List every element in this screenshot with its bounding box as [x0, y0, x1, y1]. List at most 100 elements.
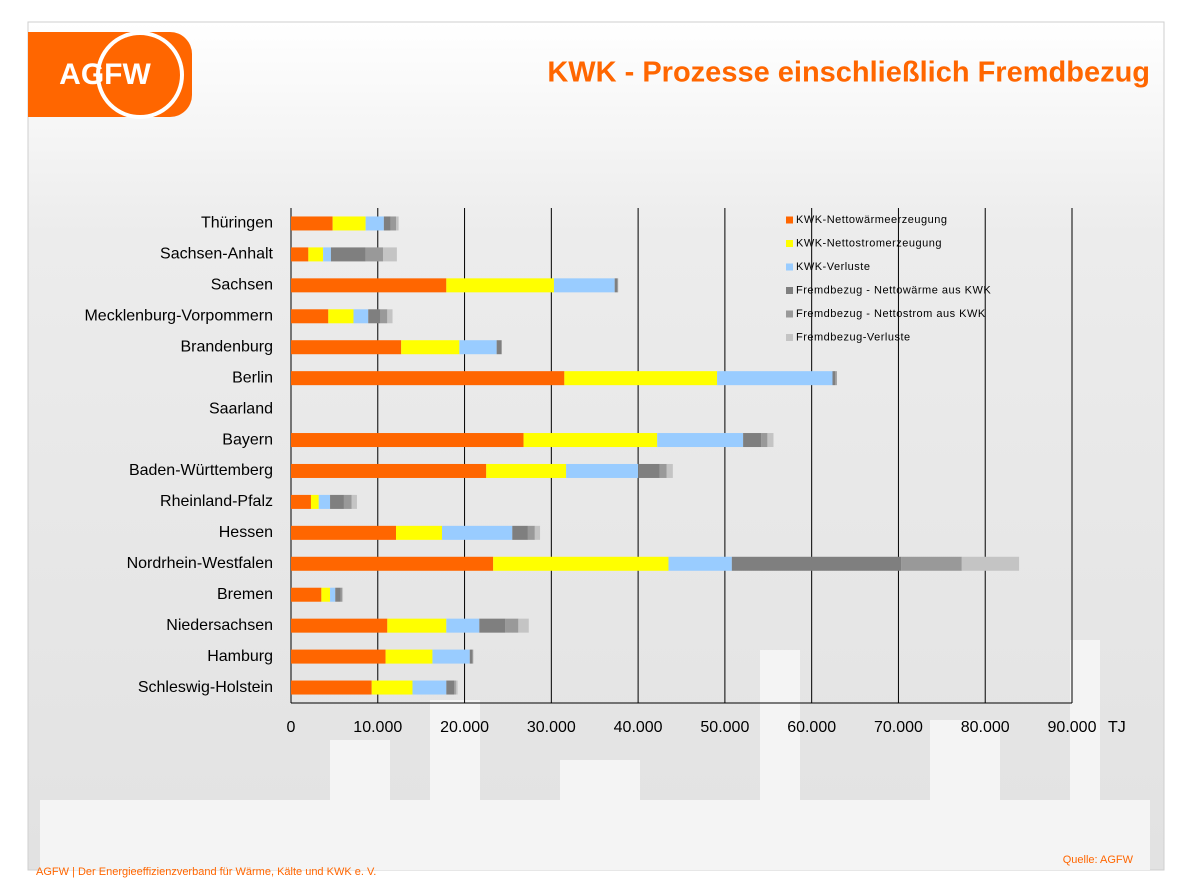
bar-segment	[291, 463, 487, 478]
bar-segment	[291, 680, 372, 695]
y-tick-label: Hessen	[219, 524, 273, 541]
x-tick-label: 50.000	[700, 719, 749, 736]
bar-segment	[446, 618, 480, 633]
legend-label: Fremdbezug - Nettostrom aus KWK	[796, 308, 986, 320]
bar-segment	[432, 649, 470, 664]
bar-segment	[291, 618, 388, 633]
bar-segment	[441, 525, 513, 540]
bar-segment	[385, 649, 433, 664]
bar-segment	[343, 494, 352, 509]
bar-segment	[527, 525, 535, 540]
bar-segment	[512, 525, 528, 540]
bar-segment	[365, 247, 383, 262]
y-tick-label: Baden-Württemberg	[129, 462, 273, 479]
bar-segment	[291, 371, 565, 386]
bar-segment	[291, 278, 447, 293]
bar-segment	[291, 309, 329, 324]
bar-segment	[767, 433, 774, 448]
bar-segment	[731, 556, 902, 571]
bar-segment	[493, 556, 669, 571]
bar-segment	[308, 247, 324, 262]
bar-segment	[291, 649, 386, 664]
legend-swatch	[786, 216, 793, 224]
logo-ring	[96, 31, 184, 119]
bar-segment	[743, 433, 762, 448]
y-tick-label: Niedersachsen	[166, 617, 273, 634]
y-tick-label: Bayern	[222, 431, 273, 448]
x-tick-label: 40.000	[614, 719, 663, 736]
bar-segment	[291, 247, 309, 262]
footer: AGFW | Der Energieeffizienzverband für W…	[36, 866, 376, 878]
y-tick-label: Hamburg	[207, 648, 273, 665]
y-tick-label: Brandenburg	[180, 338, 273, 355]
y-tick-label: Bremen	[217, 586, 273, 603]
x-unit: TJ	[1108, 719, 1126, 736]
bar-segment	[638, 463, 660, 478]
x-tick-label: 10.000	[353, 719, 402, 736]
bar-segment	[323, 247, 331, 262]
bar-segment	[566, 463, 639, 478]
title: KWK - Prozesse einschließlich Fremdbezug	[547, 57, 1150, 89]
bar-segment	[318, 494, 331, 509]
legend-label: Fremdbezug - Nettowärme aus KWK	[796, 284, 991, 296]
y-tick-label: Mecklenburg-Vorpommern	[84, 308, 273, 325]
bar-segment	[469, 649, 473, 664]
y-tick-label: Sachsen-Anhalt	[160, 246, 274, 263]
bar-segment	[291, 556, 494, 571]
bar-segment	[335, 587, 341, 602]
bar-segment	[459, 340, 497, 355]
bar-segment	[961, 556, 1020, 571]
legend-label: Fremdbezug-Verluste	[796, 331, 911, 343]
bar-segment	[617, 278, 619, 293]
legend-label: KWK-Nettostromerzeugung	[796, 237, 942, 249]
bar-segment	[401, 340, 460, 355]
x-tick-label: 60.000	[787, 719, 836, 736]
logo: AGFW	[59, 58, 151, 91]
bar-segment	[340, 587, 343, 602]
bar-segment	[614, 278, 618, 293]
bar-segment	[291, 433, 524, 448]
bar-segment	[291, 340, 402, 355]
bar-segment	[330, 247, 366, 262]
x-tick-label: 30.000	[527, 719, 576, 736]
bar-segment	[291, 525, 397, 540]
bar-segment	[564, 371, 718, 386]
x-tick-label: 20.000	[440, 719, 489, 736]
bar-segment	[387, 309, 393, 324]
bar-segment	[330, 494, 344, 509]
bar-segment	[387, 618, 447, 633]
bar-segment	[396, 216, 399, 231]
legend-swatch	[786, 263, 793, 271]
bar-segment	[479, 618, 506, 633]
y-tick-label: Nordrhein-Westfalen	[127, 555, 273, 572]
bar-segment	[380, 309, 388, 324]
bar-segment	[396, 525, 442, 540]
bar-segment	[365, 216, 384, 231]
bar-segment	[523, 433, 658, 448]
bar-segment	[901, 556, 962, 571]
bar-segment	[534, 525, 541, 540]
bar-segment	[291, 494, 311, 509]
bar-segment	[332, 216, 366, 231]
logo-box	[28, 32, 192, 117]
bar-segment	[486, 463, 567, 478]
bar-segment	[472, 649, 474, 664]
y-tick-label: Schleswig-Holstein	[138, 679, 273, 696]
legend-label: KWK-Verluste	[796, 261, 870, 273]
x-tick-label: 70.000	[874, 719, 923, 736]
bar-segment	[455, 680, 458, 695]
y-tick-label: Thüringen	[201, 215, 273, 232]
bar-segment	[835, 371, 837, 386]
y-tick-label: Saarland	[209, 400, 273, 417]
bar-segment	[666, 463, 673, 478]
bar-segment	[717, 371, 833, 386]
bar-segment	[501, 340, 502, 355]
bar-segment	[496, 340, 502, 355]
bar-segment	[382, 247, 397, 262]
bar-segment	[371, 680, 413, 695]
bar-segment	[291, 216, 333, 231]
legend-label: KWK-Nettowärmeerzeugung	[796, 214, 948, 226]
bar-segment	[668, 556, 732, 571]
bar-segment	[446, 680, 455, 695]
